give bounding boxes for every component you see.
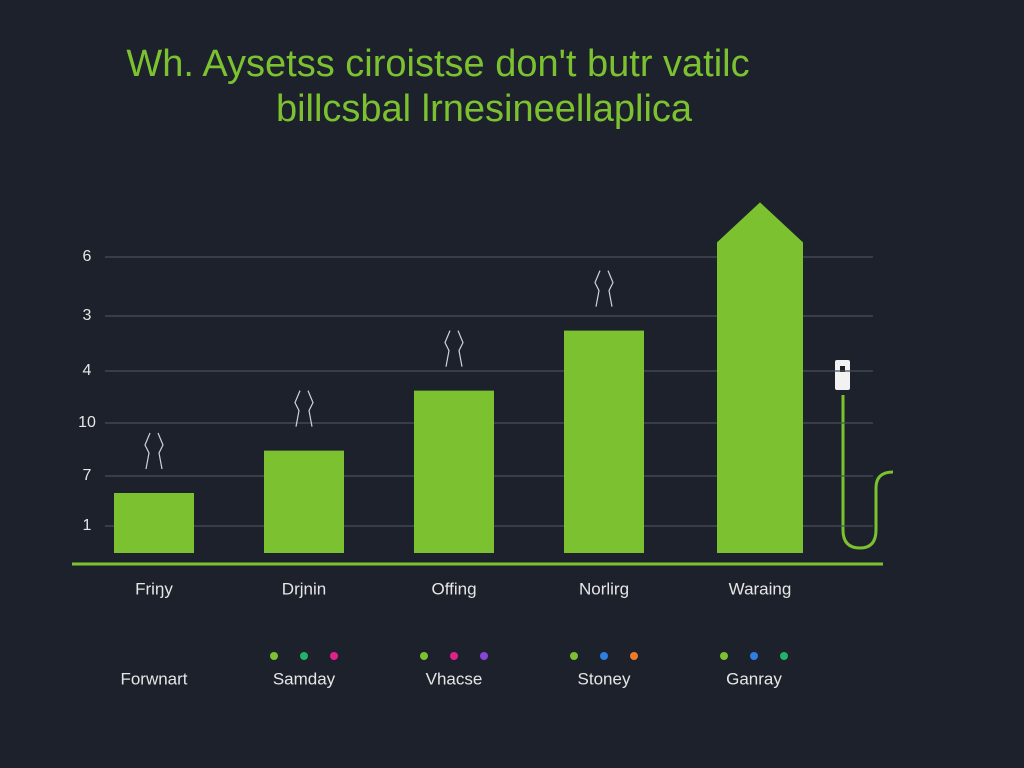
legend-dot [480,652,488,660]
legend-dot [420,652,428,660]
bar [264,450,344,553]
legend-dot [750,652,758,660]
legend-dot [600,652,608,660]
legend-label: Ganray [726,669,782,688]
legend-dot [450,652,458,660]
x-tick-label: Friŋy [135,579,173,598]
squiggle-icon [594,270,614,307]
bar [717,202,803,554]
legend-label: Vhacse [426,669,483,688]
y-axis-label: 7 [83,467,92,484]
legend-dot [630,652,638,660]
bar [564,330,644,553]
squiggle-icon [144,432,164,470]
squiggle-icon [294,390,314,427]
legend-label: Forwnart [120,669,187,688]
bar [414,390,494,553]
x-tick-label: Waraing [729,579,792,598]
legend-dot [780,652,788,660]
bar [114,492,194,553]
y-axis-label: 4 [83,362,92,379]
squiggle-icon [444,330,464,367]
legend-dot [300,652,308,660]
y-axis-label: 10 [78,414,96,431]
y-axis-label: 6 [83,248,92,265]
x-tick-label: Drjnin [282,579,326,598]
chart-subtitle: billcsbal lrnesineellaplica [276,88,693,130]
y-axis-label: 3 [83,307,92,324]
x-tick-label: Norlirg [579,579,629,598]
plug-cable [835,360,894,550]
legend-label: Samday [273,669,336,688]
legend-dot [570,652,578,660]
y-axis-label: 1 [83,517,92,534]
legend-dot [720,652,728,660]
x-tick-label: Offing [431,579,476,598]
legend-label: Stoney [578,669,631,688]
legend-dot [330,652,338,660]
legend-dot [270,652,278,660]
chart-title: Wh. Aysetss ciroistse don't butr vatilc [126,43,749,85]
